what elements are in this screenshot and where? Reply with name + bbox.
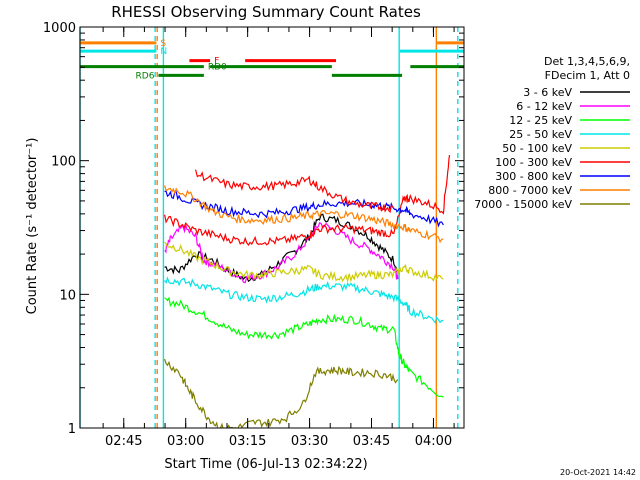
y-tick-label-0: 1 bbox=[68, 422, 76, 437]
legend: Det 1,3,4,5,6,9, FDecim 1, Att 0 3 - 6 k… bbox=[474, 55, 630, 211]
flag-label-n: N bbox=[160, 47, 167, 57]
series-line-2 bbox=[164, 296, 444, 398]
flag-label-rd0: RD0 bbox=[208, 63, 227, 73]
saa-boundary-lines bbox=[79, 27, 459, 428]
x-tick-label-5: 04:00 bbox=[415, 434, 452, 449]
flag-label-rd6: RD6 bbox=[136, 71, 155, 81]
legend-label-8: 7000 - 15000 keV bbox=[474, 198, 572, 211]
series-lines bbox=[164, 155, 451, 428]
flag-label-f: F bbox=[214, 57, 219, 67]
legend-label-5: 100 - 300 keV bbox=[495, 156, 572, 169]
y-tick-label-1: 10 bbox=[59, 288, 76, 303]
legend-label-6: 300 - 800 keV bbox=[495, 170, 572, 183]
legend-label-7: 800 - 7000 keV bbox=[488, 184, 572, 197]
legend-label-4: 50 - 100 keV bbox=[502, 142, 572, 155]
legend-header-line-1: Det 1,3,4,5,6,9, bbox=[544, 55, 630, 68]
series-line-9 bbox=[164, 358, 399, 428]
series-line-0 bbox=[164, 213, 399, 283]
plot-frame bbox=[79, 26, 465, 429]
legend-label-1: 6 - 12 keV bbox=[516, 100, 572, 113]
series-line-4 bbox=[164, 241, 444, 284]
legend-label-3: 25 - 50 keV bbox=[509, 128, 572, 141]
legend-header-line-2: FDecim 1, Att 0 bbox=[545, 69, 630, 82]
series-line-5 bbox=[164, 155, 451, 247]
series-line-3 bbox=[164, 276, 444, 324]
y-tick-label-2: 100 bbox=[51, 155, 76, 170]
series-line-7 bbox=[164, 185, 444, 244]
axes: 1 10 100 1000 02:45 03:00 03:15 03:30 03:45 04:00 bbox=[43, 21, 464, 449]
chart-title: RHESSI Observing Summary Count Rates bbox=[111, 3, 421, 21]
flag-label-s: S bbox=[160, 39, 166, 49]
x-tick-label-2: 03:15 bbox=[229, 434, 266, 449]
y-tick-label-3: 1000 bbox=[43, 21, 76, 36]
generation-timestamp: 20-Oct-2021 14:42 bbox=[560, 468, 636, 477]
x-tick-label-4: 03:45 bbox=[353, 434, 390, 449]
x-tick-label-0: 02:45 bbox=[105, 434, 142, 449]
legend-label-2: 12 - 25 keV bbox=[509, 114, 572, 127]
x-axis-label: Start Time (06-Jul-13 02:34:22) bbox=[164, 457, 367, 472]
legend-label-0: 3 - 6 keV bbox=[523, 86, 572, 99]
series-line-6 bbox=[164, 190, 444, 228]
series-line-8 bbox=[195, 169, 395, 214]
x-tick-label-1: 03:00 bbox=[167, 434, 204, 449]
x-tick-label-3: 03:30 bbox=[291, 434, 328, 449]
y-axis-label: Count Rate (s⁻¹ detector⁻¹) bbox=[25, 138, 40, 315]
